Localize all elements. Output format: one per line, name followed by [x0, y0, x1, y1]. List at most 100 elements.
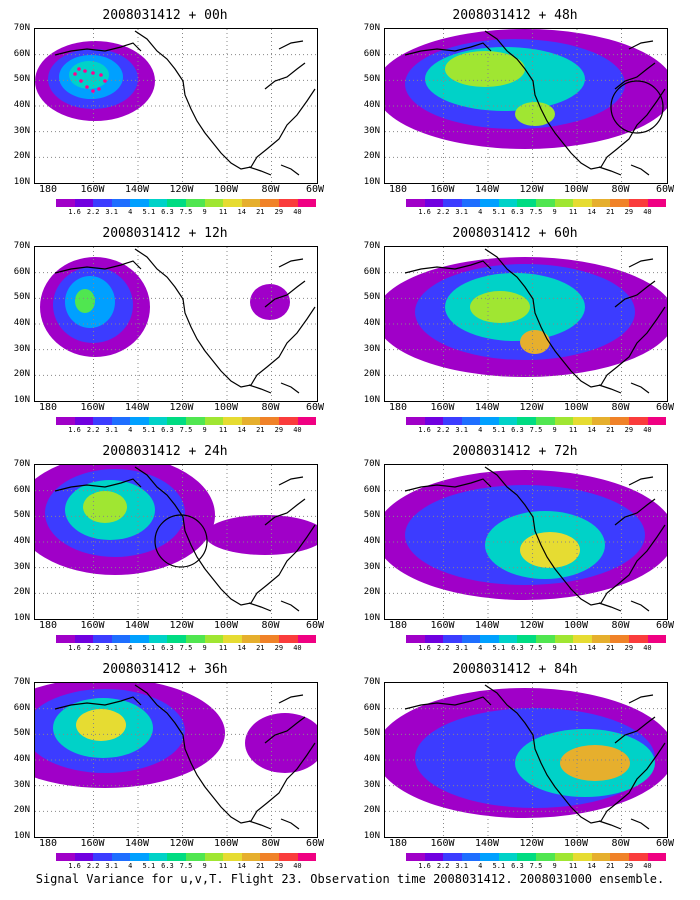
- colorbar-swatch: [554, 199, 574, 207]
- lon-label: 180: [38, 184, 58, 195]
- colorbar-label: 6.3: [511, 862, 524, 870]
- colorbar-swatch: [167, 635, 187, 643]
- colorbar-swatch: [573, 635, 592, 643]
- colorbar-swatch: [56, 417, 75, 425]
- colorbar-label: 5.1: [142, 208, 156, 216]
- colorbar-label: 1.6: [418, 862, 431, 870]
- lat-label: 30N: [363, 779, 380, 790]
- colorbar-label: 11: [568, 862, 578, 870]
- coastline: [598, 382, 650, 394]
- lon-label: 100W: [563, 184, 589, 195]
- colorbar-label: 14: [587, 426, 596, 434]
- colorbar-swatch: [278, 853, 298, 861]
- colorbar-swatch: [148, 199, 168, 207]
- lat-label: 20N: [363, 151, 380, 162]
- colorbar-label: 4: [128, 208, 133, 216]
- colorbar-label: 9: [552, 644, 557, 652]
- lat-label: 60N: [363, 702, 380, 713]
- colorbar-label: 40: [293, 208, 302, 216]
- colorbar-swatch: [223, 199, 242, 207]
- colorbar-swatch: [480, 635, 499, 643]
- colorbar-label: 9: [552, 862, 557, 870]
- colorbar-label: 6.3: [161, 862, 174, 870]
- lat-label: 60N: [13, 484, 30, 495]
- map-plot: [34, 682, 318, 838]
- coastline: [264, 694, 306, 744]
- lon-label: 100W: [563, 402, 589, 413]
- map-svg: [35, 465, 317, 619]
- colorbar-swatch: [111, 853, 131, 861]
- lon-label: 120W: [169, 402, 194, 413]
- colorbar-label: 4: [128, 644, 133, 652]
- lon-label: 140W: [474, 620, 500, 631]
- colorbar-swatch: [130, 635, 149, 643]
- lat-label: 40N: [13, 318, 30, 328]
- coastline: [598, 600, 650, 612]
- colorbar: [406, 199, 667, 207]
- colorbar-label: 2.2: [86, 644, 100, 652]
- colorbar-swatch: [278, 635, 298, 643]
- colorbar-swatch: [498, 635, 518, 643]
- colorbar-swatch: [610, 853, 629, 861]
- colorbar: [56, 853, 317, 861]
- colorbar-swatch: [297, 635, 317, 643]
- colorbar-label: 2.2: [86, 208, 100, 216]
- colorbar-swatch: [591, 635, 611, 643]
- lon-label: 60W: [305, 838, 325, 849]
- coastline: [134, 684, 316, 824]
- colorbar-label: 7.5: [179, 426, 193, 434]
- map-plot: [34, 28, 318, 184]
- lon-label: 60W: [655, 620, 675, 631]
- coastline: [134, 30, 316, 170]
- colorbar-label: 9: [552, 208, 557, 216]
- colorbar-swatch: [241, 635, 261, 643]
- colorbar-label: 21: [606, 862, 615, 870]
- colorbar-swatch: [461, 635, 481, 643]
- lat-label: 20N: [13, 587, 30, 598]
- panel-title: 2008031412 + 72h: [452, 444, 578, 459]
- colorbar-swatch: [647, 199, 667, 207]
- colorbar-swatch: [148, 635, 168, 643]
- colorbar-swatch: [406, 635, 425, 643]
- map-panel: 2008031412 + 48h 70N 60N 50N 40N 30N 20N 10N 180…: [350, 8, 680, 218]
- colorbar-label: 14: [237, 426, 246, 434]
- colorbar-label: 1.6: [68, 208, 81, 216]
- colorbar-label: 2.2: [436, 208, 450, 216]
- colorbar-label: 9: [202, 426, 207, 434]
- colorbar-swatch: [536, 853, 555, 861]
- colorbar-swatch: [167, 417, 187, 425]
- colorbar-label: 2.2: [436, 862, 450, 870]
- colorbar-label: 9: [552, 426, 557, 434]
- lon-label: 120W: [169, 184, 194, 195]
- colorbar-swatch: [573, 853, 592, 861]
- coastline: [54, 260, 142, 274]
- colorbar-label: 40: [643, 644, 652, 652]
- colorbar-swatch: [56, 635, 75, 643]
- colorbar-label: 9: [202, 862, 207, 870]
- colorbar-label: 11: [568, 426, 578, 434]
- colorbar-label: 2.2: [86, 862, 100, 870]
- flight-track-dot: [85, 85, 89, 89]
- map-panel: 2008031412 + 60h 70N 60N 50N 40N 30N 20N 10N 180…: [350, 226, 680, 436]
- colorbar-label: 4: [478, 426, 483, 434]
- colorbar-swatch: [56, 853, 75, 861]
- colorbar-label: 3.1: [105, 862, 119, 870]
- colorbar-label: 1.6: [418, 426, 431, 434]
- lat-label: 10N: [363, 395, 380, 405]
- colorbar-swatch: [260, 199, 279, 207]
- lat-label: 50N: [363, 74, 380, 85]
- colorbar-label: 6.3: [511, 208, 524, 216]
- coastline: [614, 694, 656, 744]
- colorbar-swatch: [647, 853, 667, 861]
- colorbar-swatch: [186, 199, 205, 207]
- coastline: [134, 466, 316, 606]
- lat-label: 30N: [13, 561, 30, 572]
- lat-label: 50N: [13, 728, 30, 739]
- colorbar-label: 40: [293, 644, 302, 652]
- colorbar-label: 14: [237, 644, 246, 652]
- lat-label: 20N: [13, 369, 30, 380]
- lat-label: 20N: [363, 587, 380, 598]
- map-svg: [385, 683, 667, 837]
- lon-label: 100W: [563, 620, 589, 631]
- colorbar-label: 7.5: [179, 644, 193, 652]
